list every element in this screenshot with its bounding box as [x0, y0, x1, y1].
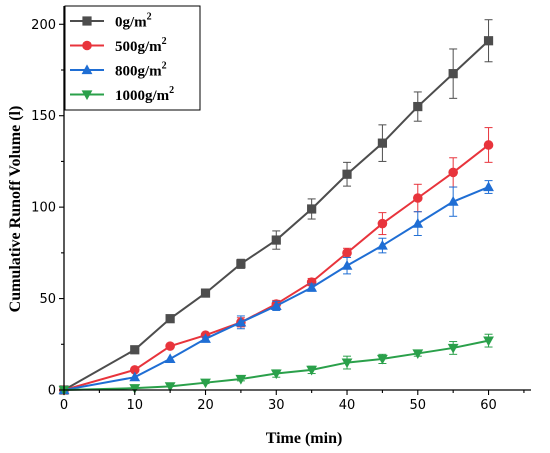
- y-axis-title: Cumulative Runoff Volume (l): [7, 106, 24, 313]
- x-tick-label: 20: [197, 398, 214, 413]
- data-point: [200, 378, 211, 389]
- y-tick-label: 150: [31, 109, 56, 124]
- data-point: [270, 300, 282, 310]
- legend-label: 800g/m2: [115, 61, 167, 80]
- data-point: [306, 365, 318, 376]
- series-line: [63, 339, 489, 391]
- x-tick-label: 30: [268, 398, 285, 413]
- data-point: [342, 169, 352, 179]
- series-line: [63, 186, 489, 391]
- legend-label: 500g/m2: [115, 36, 167, 55]
- legend-label-superscript: 2: [169, 85, 174, 96]
- legend-label: 0g/m2: [115, 12, 152, 31]
- x-tick-label: 40: [339, 398, 356, 413]
- plot-area: [58, 19, 494, 396]
- legend-marker: [82, 40, 92, 51]
- series-1: [59, 19, 494, 395]
- x-tick-label: 0: [60, 398, 68, 413]
- data-point: [342, 248, 352, 258]
- data-point: [307, 204, 317, 214]
- data-point: [165, 314, 175, 324]
- data-point: [447, 196, 459, 206]
- data-point: [270, 369, 282, 380]
- data-point: [377, 239, 388, 250]
- y-tick-label: 200: [31, 18, 56, 33]
- data-point: [129, 384, 141, 394]
- data-point: [412, 218, 424, 228]
- data-point: [129, 365, 140, 375]
- data-point: [235, 374, 247, 385]
- series-4: [58, 333, 494, 396]
- legend-item: 500g/m2: [70, 36, 167, 55]
- data-point: [271, 235, 281, 245]
- data-point: [413, 101, 423, 112]
- data-point: [448, 167, 458, 178]
- x-axis-title: Time (min): [266, 430, 343, 447]
- data-point: [483, 140, 494, 150]
- legend-label-superscript: 2: [162, 36, 167, 47]
- legend: 0g/m2 500g/m2 800g/m2 1000g/m2: [64, 5, 201, 111]
- series-3: [58, 180, 494, 395]
- legend-label-superscript: 2: [147, 12, 152, 23]
- legend-marker: [82, 16, 92, 26]
- data-point: [164, 353, 176, 364]
- data-point: [483, 336, 494, 347]
- data-point: [165, 341, 175, 351]
- data-point: [412, 193, 423, 203]
- x-tick-label: 10: [126, 398, 143, 413]
- data-point: [377, 218, 388, 229]
- data-point: [483, 181, 494, 192]
- data-point: [236, 259, 246, 269]
- data-point: [447, 343, 459, 354]
- y-tick-label: 50: [39, 292, 56, 307]
- y-tick-label: 0: [48, 384, 56, 399]
- data-point: [164, 382, 176, 392]
- data-point: [129, 371, 141, 382]
- data-point: [130, 345, 140, 355]
- data-point: [412, 349, 424, 360]
- data-point: [377, 138, 388, 148]
- legend-label: 1000g/m2: [115, 85, 174, 104]
- x-axis: 0 10 20 30 40 50 60: [60, 389, 531, 413]
- data-point: [306, 282, 318, 292]
- series-line: [63, 40, 490, 391]
- data-point: [377, 354, 388, 365]
- legend-marker: [81, 64, 93, 75]
- data-point: [448, 69, 458, 79]
- legend-item: 0g/m2: [70, 12, 152, 31]
- data-point: [483, 36, 494, 46]
- x-tick-label: 60: [480, 398, 497, 413]
- legend-label-superscript: 2: [162, 61, 167, 72]
- y-axis: 0 50 100 150 200: [31, 6, 65, 399]
- y-tick-label: 100: [31, 201, 56, 216]
- legend-item: 800g/m2: [70, 61, 167, 80]
- legend-marker: [81, 90, 93, 101]
- legend-item: 1000g/m2: [70, 85, 174, 104]
- x-tick-label: 50: [410, 398, 427, 413]
- series-line: [63, 144, 490, 391]
- data-point: [341, 358, 353, 369]
- data-point: [235, 316, 247, 327]
- data-point: [200, 288, 211, 298]
- data-point: [341, 260, 353, 270]
- data-point: [200, 333, 211, 343]
